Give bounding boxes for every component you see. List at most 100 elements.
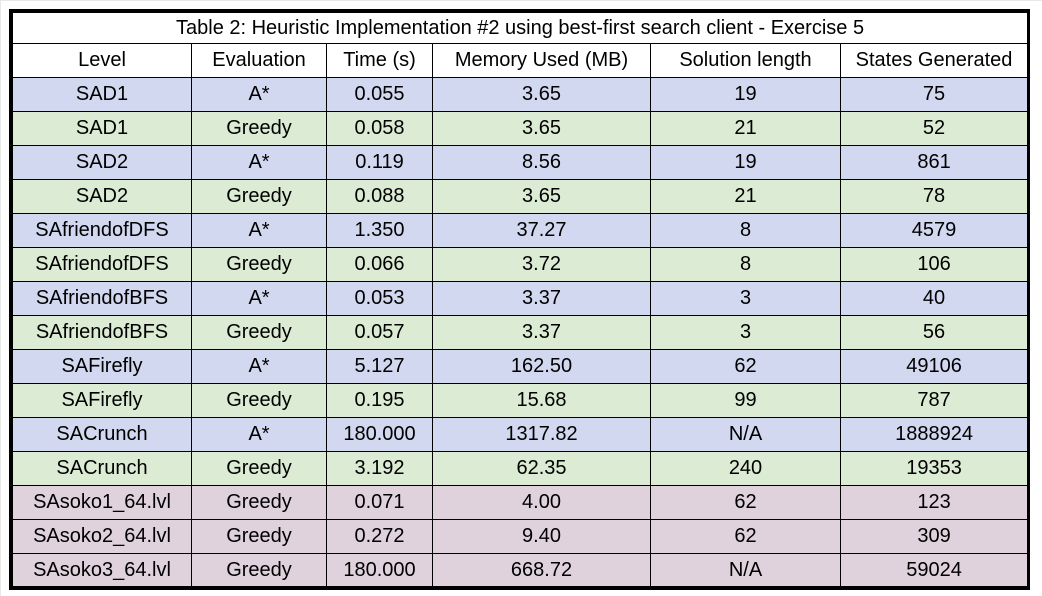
evaluation-cell: Greedy bbox=[191, 179, 327, 214]
states-generated-cell: 123 bbox=[839, 485, 1029, 520]
level-cell: SACrunch bbox=[12, 417, 192, 452]
table-row: SACrunch A* 180.000 1317.82 N/A 1888924 bbox=[12, 417, 1029, 452]
solution-length-cell: N/A bbox=[650, 417, 841, 452]
solution-length-cell: 19 bbox=[650, 77, 841, 112]
level-cell: SAsoko2_64.lvl bbox=[12, 519, 192, 554]
memory-cell: 668.72 bbox=[432, 553, 651, 587]
memory-cell: 62.35 bbox=[432, 451, 651, 486]
memory-cell: 8.56 bbox=[432, 145, 651, 180]
table-row: SACrunch Greedy 3.192 62.35 240 19353 bbox=[12, 451, 1029, 486]
evaluation-cell: A* bbox=[191, 145, 327, 180]
table-row: SAsoko2_64.lvl Greedy 0.272 9.40 62 309 bbox=[12, 519, 1029, 554]
level-cell: SAD2 bbox=[12, 179, 192, 214]
states-generated-cell: 52 bbox=[839, 111, 1029, 146]
solution-length-cell: N/A bbox=[650, 553, 841, 587]
table-body: SAD1 A* 0.055 3.65 19 75 SAD1 Greedy 0.058 3.65 21… bbox=[12, 77, 1029, 587]
memory-cell: 162.50 bbox=[432, 349, 651, 384]
level-cell: SAfriendofBFS bbox=[12, 281, 192, 316]
solution-length-cell: 8 bbox=[650, 213, 841, 248]
states-generated-cell: 49106 bbox=[839, 349, 1029, 384]
level-cell: SACrunch bbox=[12, 451, 192, 486]
evaluation-cell: A* bbox=[191, 281, 327, 316]
memory-cell: 3.65 bbox=[432, 179, 651, 214]
column-header-time: Time (s) bbox=[326, 43, 433, 78]
table-row: SAD1 Greedy 0.058 3.65 21 52 bbox=[12, 111, 1029, 146]
states-generated-cell: 59024 bbox=[839, 553, 1029, 587]
solution-length-cell: 62 bbox=[650, 349, 841, 384]
table-row: SAsoko3_64.lvl Greedy 180.000 668.72 N/A 5902… bbox=[12, 553, 1029, 587]
level-cell: SAFirefly bbox=[12, 383, 192, 418]
column-header-states-generated: States Generated bbox=[839, 43, 1029, 78]
table-row: SAFirefly A* 5.127 162.50 62 49106 bbox=[12, 349, 1029, 384]
solution-length-cell: 3 bbox=[650, 281, 841, 316]
evaluation-cell: Greedy bbox=[191, 315, 327, 350]
solution-length-cell: 62 bbox=[650, 519, 841, 554]
column-header-memory: Memory Used (MB) bbox=[432, 43, 651, 78]
table-row: SAFirefly Greedy 0.195 15.68 99 787 bbox=[12, 383, 1029, 418]
states-generated-cell: 75 bbox=[839, 77, 1029, 112]
solution-length-cell: 62 bbox=[650, 485, 841, 520]
column-header-level: Level bbox=[12, 43, 192, 78]
table-row: SAD2 Greedy 0.088 3.65 21 78 bbox=[12, 179, 1029, 214]
results-table: Table 2: Heuristic Implementation #2 usi… bbox=[11, 12, 1029, 587]
memory-cell: 37.27 bbox=[432, 213, 651, 248]
time-cell: 0.195 bbox=[326, 383, 433, 418]
solution-length-cell: 19 bbox=[650, 145, 841, 180]
time-cell: 0.071 bbox=[326, 485, 433, 520]
column-header-solution-length: Solution length bbox=[650, 43, 841, 78]
evaluation-cell: Greedy bbox=[191, 383, 327, 418]
solution-length-cell: 99 bbox=[650, 383, 841, 418]
time-cell: 0.119 bbox=[326, 145, 433, 180]
table-row: SAD2 A* 0.119 8.56 19 861 bbox=[12, 145, 1029, 180]
evaluation-cell: Greedy bbox=[191, 247, 327, 282]
level-cell: SAsoko3_64.lvl bbox=[12, 553, 192, 587]
evaluation-cell: A* bbox=[191, 77, 327, 112]
table-row: SAfriendofBFS Greedy 0.057 3.37 3 56 bbox=[12, 315, 1029, 350]
level-cell: SAfriendofDFS bbox=[12, 247, 192, 282]
evaluation-cell: A* bbox=[191, 417, 327, 452]
evaluation-cell: Greedy bbox=[191, 111, 327, 146]
time-cell: 0.057 bbox=[326, 315, 433, 350]
results-table-frame: Table 2: Heuristic Implementation #2 usi… bbox=[9, 9, 1030, 590]
memory-cell: 3.37 bbox=[432, 315, 651, 350]
time-cell: 180.000 bbox=[326, 417, 433, 452]
states-generated-cell: 4579 bbox=[839, 213, 1029, 248]
table-row: SAfriendofBFS A* 0.053 3.37 3 40 bbox=[12, 281, 1029, 316]
table-row: SAD1 A* 0.055 3.65 19 75 bbox=[12, 77, 1029, 112]
level-cell: SAD1 bbox=[12, 77, 192, 112]
evaluation-cell: Greedy bbox=[191, 519, 327, 554]
column-header-evaluation: Evaluation bbox=[191, 43, 327, 78]
states-generated-cell: 56 bbox=[839, 315, 1029, 350]
states-generated-cell: 1888924 bbox=[839, 417, 1029, 452]
solution-length-cell: 240 bbox=[650, 451, 841, 486]
evaluation-cell: Greedy bbox=[191, 485, 327, 520]
states-generated-cell: 19353 bbox=[839, 451, 1029, 486]
memory-cell: 4.00 bbox=[432, 485, 651, 520]
table-row: SAfriendofDFS Greedy 0.066 3.72 8 106 bbox=[12, 247, 1029, 282]
states-generated-cell: 106 bbox=[839, 247, 1029, 282]
level-cell: SAFirefly bbox=[12, 349, 192, 384]
level-cell: SAD1 bbox=[12, 111, 192, 146]
memory-cell: 1317.82 bbox=[432, 417, 651, 452]
time-cell: 0.055 bbox=[326, 77, 433, 112]
memory-cell: 3.65 bbox=[432, 77, 651, 112]
level-cell: SAfriendofDFS bbox=[12, 213, 192, 248]
time-cell: 0.088 bbox=[326, 179, 433, 214]
memory-cell: 3.72 bbox=[432, 247, 651, 282]
time-cell: 0.053 bbox=[326, 281, 433, 316]
evaluation-cell: Greedy bbox=[191, 553, 327, 587]
evaluation-cell: A* bbox=[191, 349, 327, 384]
memory-cell: 15.68 bbox=[432, 383, 651, 418]
table-row: SAfriendofDFS A* 1.350 37.27 8 4579 bbox=[12, 213, 1029, 248]
header-row: Level Evaluation Time (s) Memory Used (M… bbox=[12, 43, 1029, 78]
solution-length-cell: 3 bbox=[650, 315, 841, 350]
time-cell: 5.127 bbox=[326, 349, 433, 384]
memory-cell: 9.40 bbox=[432, 519, 651, 554]
states-generated-cell: 861 bbox=[839, 145, 1029, 180]
evaluation-cell: A* bbox=[191, 213, 327, 248]
evaluation-cell: Greedy bbox=[191, 451, 327, 486]
states-generated-cell: 787 bbox=[839, 383, 1029, 418]
table-row: SAsoko1_64.lvl Greedy 0.071 4.00 62 123 bbox=[12, 485, 1029, 520]
solution-length-cell: 21 bbox=[650, 179, 841, 214]
time-cell: 180.000 bbox=[326, 553, 433, 587]
